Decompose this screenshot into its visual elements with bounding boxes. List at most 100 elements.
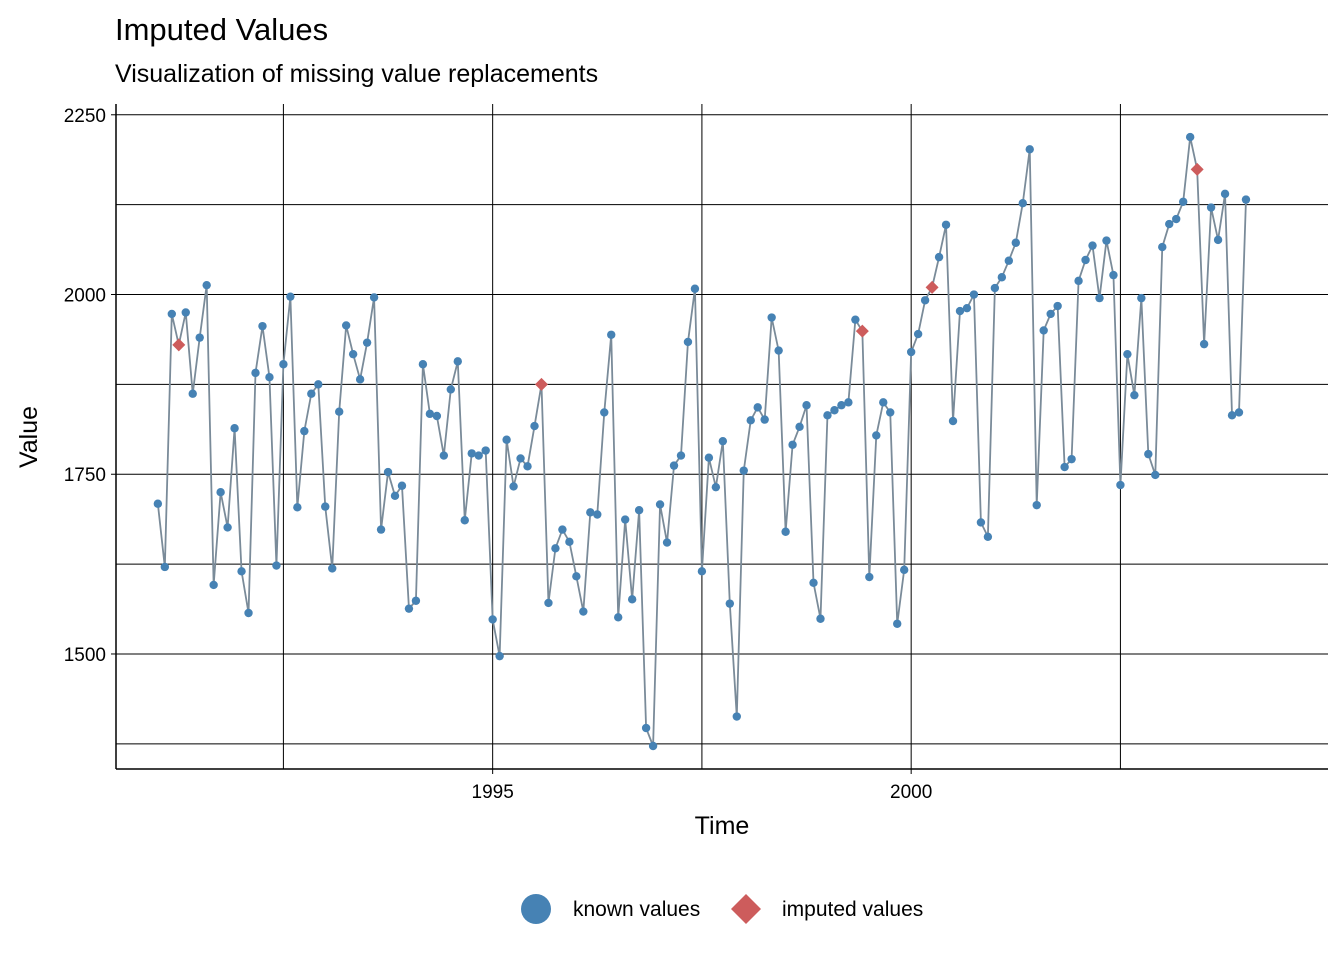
known-point (1095, 293, 1104, 303)
known-point (600, 408, 609, 417)
known-point (767, 313, 776, 322)
known-point (732, 712, 741, 721)
known-point (704, 453, 714, 462)
known-point (683, 337, 693, 347)
known-point (1213, 235, 1223, 245)
known-point (579, 607, 588, 616)
known-point (823, 411, 832, 420)
known-point (872, 431, 881, 440)
known-point (865, 572, 874, 582)
known-point (551, 544, 560, 553)
known-point (718, 436, 728, 446)
known-point (1025, 145, 1034, 154)
known-point (195, 333, 204, 342)
y-axis-title: Value (15, 406, 43, 468)
known-point (369, 293, 379, 302)
y-tick-label: 2000 (64, 286, 106, 307)
known-point (509, 482, 518, 491)
known-point (1178, 197, 1188, 206)
imputed-point (534, 377, 548, 391)
known-point (279, 360, 288, 369)
legend-imputed-key (731, 894, 761, 924)
known-point (655, 500, 665, 509)
imputed-point (925, 280, 939, 294)
known-point (181, 308, 190, 317)
known-point (307, 389, 316, 398)
known-point (1158, 242, 1167, 252)
known-point (237, 567, 246, 576)
known-point (1067, 454, 1076, 464)
known-point (614, 613, 623, 622)
known-point (341, 321, 351, 330)
known-point (439, 451, 449, 460)
known-point (697, 567, 707, 576)
tick-labels: 1500 1750 2000 2250 1995 2000 (64, 106, 933, 803)
x-axis-title: Time (695, 812, 750, 840)
known-point (976, 518, 986, 527)
known-point (1074, 276, 1083, 286)
known-point (962, 303, 972, 313)
known-point (565, 537, 574, 547)
known-point (753, 403, 762, 412)
known-point (1046, 309, 1055, 319)
known-point (620, 515, 630, 524)
known-point (1241, 195, 1251, 204)
known-point (955, 306, 965, 316)
known-point (627, 595, 637, 604)
known-point (997, 273, 1007, 282)
known-point (265, 372, 274, 382)
known-point (460, 516, 469, 525)
known-point (1227, 411, 1237, 420)
known-point (739, 466, 748, 475)
known-point (348, 349, 358, 359)
known-point (446, 385, 456, 394)
known-point (572, 572, 581, 581)
known-point (886, 408, 895, 417)
known-point (397, 481, 407, 490)
known-point (376, 525, 386, 534)
known-point (1144, 449, 1153, 459)
y-tick-label: 2250 (64, 106, 106, 127)
known-point (837, 401, 846, 410)
known-point (453, 357, 462, 366)
known-point (641, 723, 651, 733)
y-tick-label: 1500 (64, 645, 106, 666)
known-point (1032, 500, 1041, 510)
known-point (1220, 189, 1230, 199)
known-point (488, 615, 497, 624)
known-point (934, 252, 944, 262)
imputed-point (855, 324, 869, 338)
legend: known values imputed values (521, 894, 923, 924)
known-point (1011, 238, 1020, 247)
axes (115, 104, 1328, 770)
known-point (774, 346, 783, 355)
known-point (1109, 270, 1118, 280)
known-point (1053, 301, 1062, 311)
known-point (1165, 219, 1174, 229)
known-point (404, 604, 414, 613)
known-point (879, 398, 888, 407)
known-point (272, 561, 281, 570)
known-point (795, 422, 804, 431)
known-point (844, 398, 853, 407)
known-point (216, 488, 225, 497)
legend-known-label: known values (573, 898, 700, 921)
known-point (251, 368, 260, 378)
known-point (167, 309, 177, 319)
known-point (676, 451, 686, 460)
known-point (941, 220, 951, 229)
known-point (760, 415, 769, 424)
known-point (418, 360, 428, 369)
known-point (411, 596, 421, 605)
known-point (1004, 256, 1014, 265)
known-point (1060, 462, 1069, 472)
chart-title: Imputed Values (115, 12, 329, 47)
known-point (544, 598, 553, 608)
known-point (390, 491, 400, 501)
known-point (746, 416, 755, 425)
known-point (530, 421, 539, 431)
known-point (690, 284, 700, 293)
known-point (432, 411, 442, 421)
known-point (1130, 390, 1139, 400)
